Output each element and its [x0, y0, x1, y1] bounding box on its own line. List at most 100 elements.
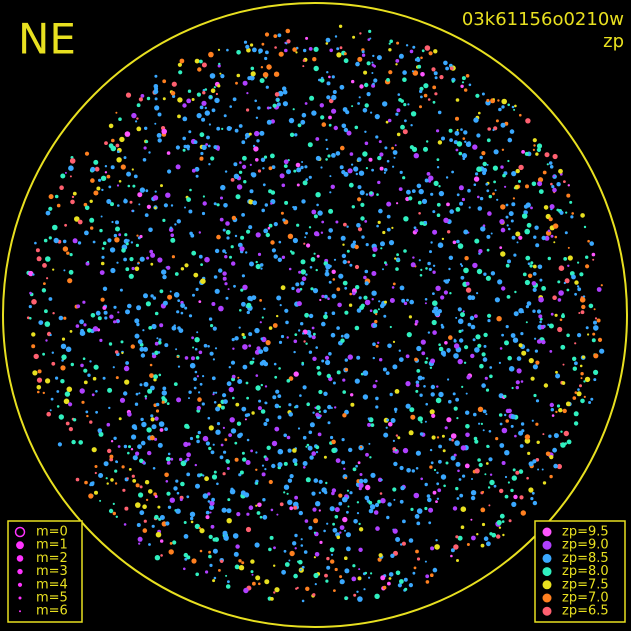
star	[541, 468, 544, 471]
star	[470, 490, 477, 496]
star	[393, 156, 396, 159]
star	[326, 81, 331, 86]
star	[509, 129, 515, 134]
star	[269, 106, 272, 110]
star	[186, 495, 190, 499]
star	[264, 56, 268, 61]
star	[526, 222, 532, 228]
star	[470, 495, 476, 501]
star	[172, 94, 176, 98]
star	[223, 399, 228, 404]
star	[414, 58, 419, 62]
star	[386, 159, 390, 163]
star	[198, 113, 201, 116]
star	[342, 516, 348, 523]
star	[410, 414, 416, 420]
star	[543, 383, 549, 388]
star	[189, 188, 192, 192]
star	[374, 114, 380, 120]
star	[195, 356, 200, 360]
star	[497, 99, 500, 102]
star	[199, 549, 203, 553]
star	[307, 445, 313, 451]
star	[521, 150, 525, 154]
star	[189, 362, 196, 369]
star	[116, 184, 120, 187]
star	[480, 422, 483, 425]
star	[188, 397, 190, 400]
star	[592, 332, 596, 336]
star	[435, 397, 442, 404]
star	[123, 444, 128, 449]
star	[326, 373, 331, 379]
star	[433, 468, 437, 472]
star	[166, 461, 171, 465]
star	[432, 85, 437, 90]
star	[362, 394, 369, 400]
star	[294, 133, 298, 137]
star	[552, 153, 558, 160]
star	[246, 310, 250, 315]
star	[364, 103, 369, 108]
star	[59, 185, 64, 190]
star	[358, 170, 365, 176]
star	[399, 170, 403, 174]
star	[405, 44, 409, 47]
star	[445, 66, 449, 71]
star	[465, 392, 468, 395]
star	[587, 333, 590, 336]
star	[260, 66, 264, 69]
star	[161, 269, 167, 275]
star	[358, 478, 364, 484]
star	[180, 267, 185, 271]
star	[416, 183, 422, 189]
star	[161, 390, 167, 396]
star	[363, 478, 368, 484]
star	[175, 508, 181, 514]
star	[255, 232, 261, 238]
star	[266, 64, 272, 70]
star	[276, 99, 280, 102]
star	[194, 463, 197, 467]
star	[152, 296, 157, 300]
star	[496, 198, 499, 201]
star	[389, 298, 395, 303]
star	[79, 319, 84, 325]
star	[493, 484, 497, 488]
star	[238, 326, 241, 329]
star	[278, 340, 283, 344]
star	[313, 572, 319, 579]
star	[287, 478, 293, 483]
star	[305, 178, 309, 182]
star	[340, 338, 345, 343]
star	[162, 300, 168, 306]
star	[318, 491, 322, 494]
star	[217, 48, 221, 52]
star	[246, 396, 250, 400]
star	[236, 184, 243, 190]
star	[277, 415, 282, 420]
star	[202, 493, 209, 499]
star	[358, 547, 363, 552]
star	[313, 556, 316, 559]
star	[362, 151, 368, 157]
star	[273, 222, 278, 227]
star	[319, 298, 322, 302]
star	[360, 216, 365, 221]
star	[584, 376, 591, 383]
star	[403, 249, 407, 253]
star	[150, 294, 154, 298]
star	[374, 319, 378, 324]
star	[516, 356, 522, 361]
star	[380, 241, 385, 247]
star	[563, 281, 566, 285]
star	[436, 202, 441, 207]
star	[313, 46, 319, 52]
star	[264, 385, 268, 388]
star	[68, 165, 74, 171]
star	[501, 427, 508, 434]
star	[472, 144, 478, 150]
star	[52, 224, 58, 231]
star	[292, 47, 297, 52]
star	[46, 277, 49, 280]
